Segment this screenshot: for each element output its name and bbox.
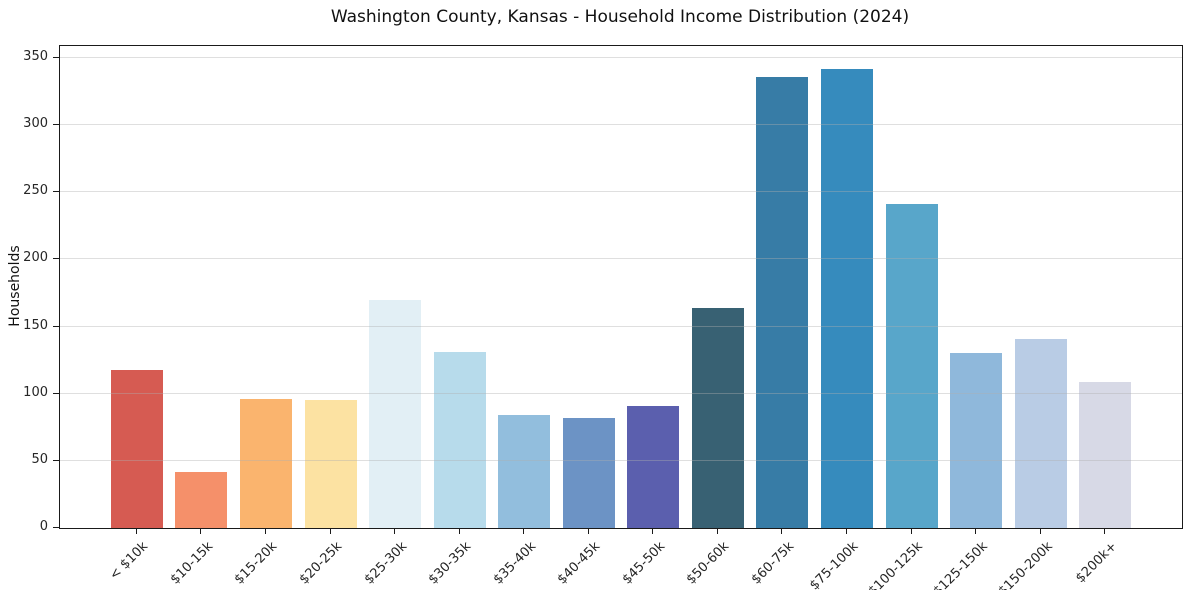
x-tick-mark	[652, 529, 654, 534]
x-tick-mark	[200, 529, 202, 534]
x-tick-label: $35-40k	[490, 539, 539, 588]
x-tick-mark	[1104, 529, 1106, 534]
x-tick-label: $45-50k	[619, 539, 668, 588]
gridline-50	[60, 459, 1182, 461]
x-tick-mark	[329, 529, 331, 534]
bar-45-50k	[627, 405, 680, 528]
x-tick-label: $30-35k	[425, 539, 475, 588]
bar-125-150k	[950, 353, 1003, 528]
plot-area	[59, 45, 1183, 529]
y-tick-label: 350	[23, 49, 48, 65]
x-tick-label: $150-200k	[995, 539, 1056, 590]
x-tick-mark	[1039, 529, 1041, 534]
y-tick-mark	[53, 392, 59, 394]
x-tick-label: $75-100k	[807, 539, 862, 590]
gridline-200	[60, 258, 1182, 260]
x-tick-mark	[587, 529, 589, 534]
bar-150-200k	[1014, 338, 1067, 528]
bar-10-15k	[175, 471, 228, 528]
x-tick-mark	[394, 529, 396, 534]
y-tick-mark	[53, 459, 59, 461]
x-tick-label: $50-60k	[683, 539, 733, 588]
bar-15-20k	[239, 399, 292, 528]
x-tick-mark	[264, 529, 266, 534]
x-tick-mark	[781, 529, 783, 534]
y-tick-mark	[53, 527, 59, 528]
bar-100-125k	[885, 204, 938, 528]
bar-20-25k	[304, 400, 357, 528]
bar-10k	[110, 369, 163, 528]
x-tick-mark	[458, 529, 460, 534]
bar-40-45k	[562, 417, 615, 528]
bar-200k	[1079, 381, 1132, 528]
y-tick-label: 0	[39, 519, 48, 534]
x-tick-mark	[716, 529, 718, 534]
x-tick-mark	[975, 529, 977, 534]
y-tick-label: 100	[23, 384, 48, 400]
y-tick-label: 250	[23, 183, 48, 199]
bar-30-35k	[433, 352, 486, 528]
bar-50-60k	[691, 307, 744, 528]
x-tick-label: $40-45k	[554, 539, 604, 588]
y-tick-mark	[53, 57, 59, 59]
x-tick-label: $60-75k	[748, 539, 798, 588]
x-tick-label: $200k+	[1072, 539, 1120, 587]
bar-75-100k	[820, 68, 873, 528]
x-tick-label: < $10k	[107, 539, 152, 584]
y-tick-label: 300	[23, 116, 48, 132]
gridline-100	[60, 392, 1182, 394]
y-tick-mark	[53, 191, 59, 193]
y-tick-mark	[53, 325, 59, 327]
x-tick-mark	[523, 529, 525, 534]
y-tick-label: 50	[31, 451, 48, 467]
y-tick-mark	[53, 258, 59, 260]
x-tick-mark	[910, 529, 912, 534]
bar-60-75k	[756, 76, 809, 528]
bar-25-30k	[369, 299, 422, 528]
x-tick-label: $20-25k	[296, 539, 346, 588]
x-tick-mark	[845, 529, 847, 534]
gridline-250	[60, 191, 1182, 193]
chart-title: Washington County, Kansas - Household In…	[330, 7, 910, 27]
gridline-150	[60, 325, 1182, 327]
x-tick-mark	[135, 529, 137, 534]
y-tick-mark	[53, 124, 59, 126]
x-tick-label: $125-150k	[930, 539, 991, 590]
bar-35-40k	[498, 415, 551, 528]
gridline-350	[60, 57, 1182, 59]
x-tick-label: $100-125k	[865, 539, 927, 590]
x-tick-label: $25-30k	[361, 539, 410, 588]
x-tick-label: $10-15k	[167, 539, 216, 588]
gridline-300	[60, 124, 1182, 126]
y-tick-label: 150	[23, 317, 48, 333]
x-tick-label: $15-20k	[232, 539, 281, 588]
y-tick-label: 200	[23, 250, 48, 266]
